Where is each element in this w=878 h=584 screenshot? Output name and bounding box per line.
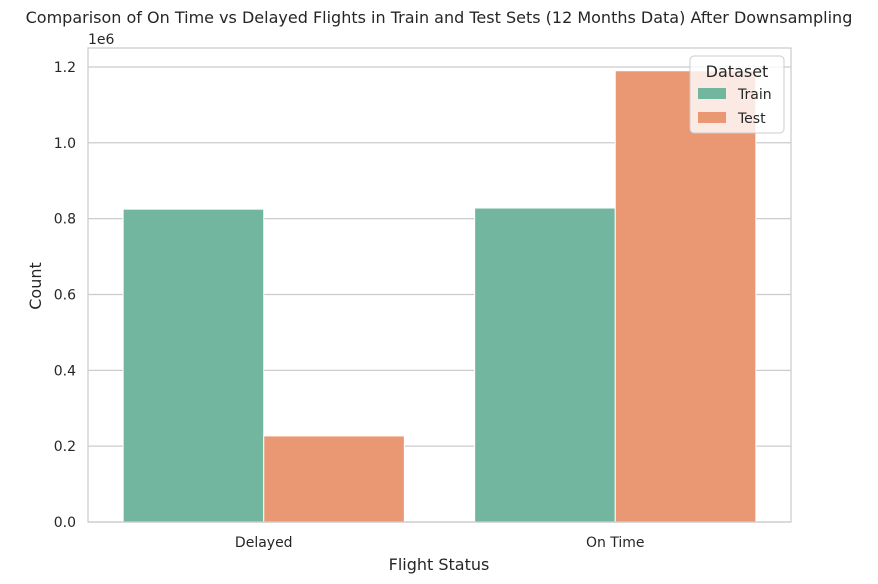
bar-test-delayed — [263, 435, 405, 523]
chart-title: Comparison of On Time vs Delayed Flights… — [26, 8, 853, 27]
y-tick-label: 0.6 — [54, 287, 76, 303]
bar-train-delayed — [122, 208, 265, 523]
y-tick-label: 0.2 — [54, 439, 76, 455]
bar-train-on-time — [474, 207, 616, 523]
x-tick-label: On Time — [586, 535, 645, 551]
y-tick-label: 0.4 — [54, 363, 76, 379]
y-tick-label: 0.8 — [54, 212, 76, 228]
x-axis-label: Flight Status — [389, 555, 490, 574]
bar-test-on-time — [614, 70, 757, 523]
legend-label-train: Train — [737, 87, 772, 103]
y-tick-label: 1.2 — [54, 60, 76, 76]
legend-label-test: Test — [737, 111, 766, 127]
legend-swatch-test — [698, 112, 726, 123]
plot-frame — [87, 47, 792, 523]
y-tick-label: 0.0 — [54, 515, 76, 531]
legend-swatch-train — [698, 88, 726, 99]
y-tick-label: 1.0 — [54, 136, 76, 152]
legend-title: Dataset — [706, 62, 769, 81]
bars — [122, 70, 757, 523]
y-tick-labels: 0.0 0.2 0.4 0.6 0.8 1.0 1.2 — [54, 60, 76, 531]
x-tick-label: Delayed — [235, 535, 293, 551]
y-axis-label: Count — [26, 262, 45, 310]
x-tick-labels: Delayed On Time — [235, 535, 645, 551]
y-axis-multiplier: 1e6 — [88, 32, 115, 48]
legend: Dataset Train Test — [689, 55, 785, 134]
